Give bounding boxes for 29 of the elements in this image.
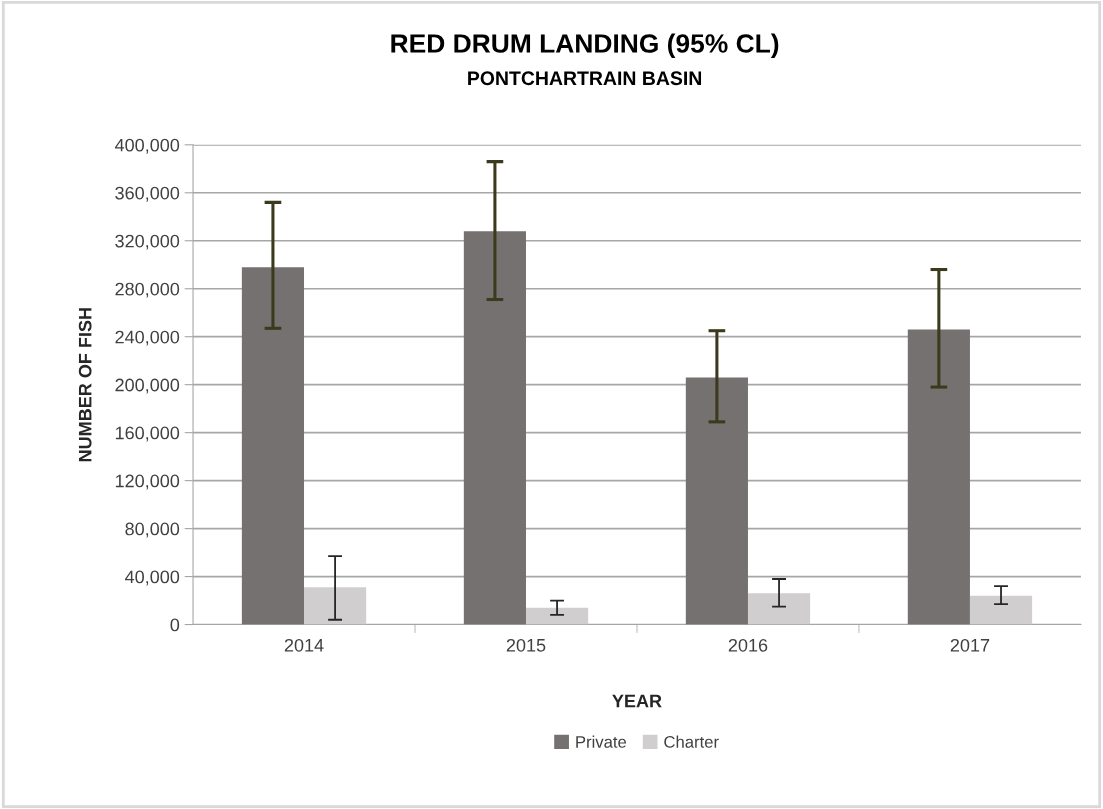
bar [304,587,367,625]
legend-label: Private [576,735,627,748]
bar [907,329,970,625]
bar [969,595,1033,625]
y-tick-label: 240,000 [115,330,180,346]
y-tick-label: 280,000 [115,282,180,298]
legend-label: Charter [664,735,719,748]
chart-subtitle: PONTCHARTRAIN BASIN [468,71,702,86]
x-tick-label: 2015 [506,638,546,652]
x-axis-title: YEAR [612,694,662,708]
y-tick-label: 80,000 [125,522,180,538]
bar [463,231,526,625]
y-tick-label: 200,000 [115,378,180,394]
bar [525,607,589,625]
x-tick-label: 2014 [284,638,324,652]
x-tick-label: 2017 [950,638,990,652]
y-tick-label: 0 [170,618,180,632]
x-tick-label: 2016 [728,638,768,652]
y-tick-label: 160,000 [115,426,180,442]
y-tick-label: 40,000 [125,570,180,586]
y-tick-label: 360,000 [115,186,180,202]
y-tick-label: 320,000 [115,234,180,250]
bar [747,593,811,625]
y-axis-title: NUMBER OF FISH [78,308,92,462]
y-tick-label: 120,000 [115,474,180,490]
y-tick-label: 400,000 [114,138,180,154]
bar [685,377,748,625]
chart-title: RED DRUM LANDING (95% CL) [391,33,779,59]
bar [241,267,305,625]
